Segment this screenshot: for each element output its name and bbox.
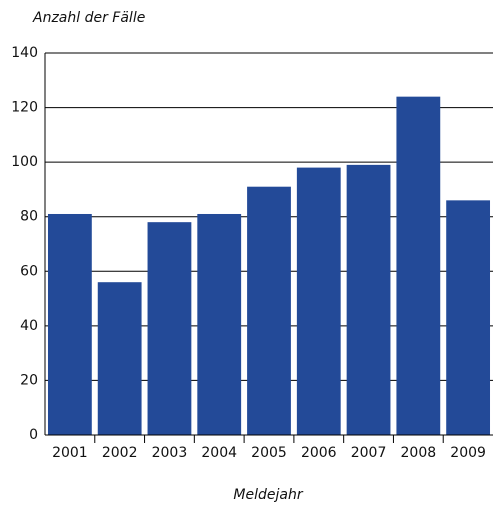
y-tick-label: 100: [11, 154, 38, 170]
bar: [396, 96, 441, 436]
y-tick-label: 80: [20, 209, 38, 225]
x-tick-label: 2004: [201, 445, 237, 461]
bar: [97, 282, 142, 435]
y-tick-label: 60: [20, 263, 38, 279]
y-tick-label: 140: [11, 45, 38, 61]
y-tick-label: 120: [11, 100, 38, 116]
x-tick-label: 2007: [351, 445, 387, 461]
y-tick-label: 0: [29, 427, 38, 443]
x-tick-label: 2001: [52, 445, 88, 461]
x-tick-label: 2008: [401, 445, 437, 461]
x-tick-label: 2006: [301, 445, 337, 461]
bar: [147, 222, 192, 435]
bar: [446, 200, 491, 435]
bar: [197, 213, 242, 435]
y-tick-label: 20: [20, 372, 38, 388]
y-tick-label: 40: [20, 318, 38, 334]
x-tick-label: 2005: [251, 445, 287, 461]
chart-title: Anzahl der Fälle: [32, 10, 145, 26]
x-tick-label: 2002: [102, 445, 138, 461]
bar: [346, 164, 391, 435]
x-tick-label: 2003: [152, 445, 188, 461]
bar: [47, 213, 92, 435]
bar: [247, 186, 291, 435]
x-axis-label: Meldejahr: [233, 487, 303, 503]
x-tick-label: 2009: [450, 445, 486, 461]
bar: [296, 167, 341, 435]
